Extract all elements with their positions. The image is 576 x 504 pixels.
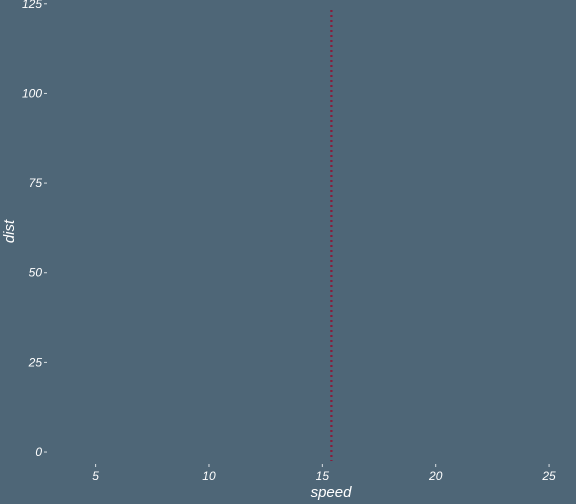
- y-tick-label: 0: [35, 445, 42, 459]
- x-axis: 5 10 15 20 25: [92, 464, 556, 483]
- x-tick-label: 25: [541, 469, 556, 483]
- y-tick-label: 125: [22, 0, 42, 11]
- y-axis-title: dist: [1, 219, 18, 243]
- y-axis: 0 25 50 75 100 125: [22, 0, 47, 459]
- y-tick-label: 25: [28, 355, 43, 369]
- y-tick-label: 50: [29, 266, 43, 280]
- x-axis-title: speed: [311, 484, 353, 501]
- x-tick-label: 10: [202, 469, 216, 483]
- y-tick-label: 100: [22, 86, 42, 100]
- y-tick-label: 75: [29, 176, 43, 190]
- x-tick-label: 20: [428, 469, 443, 483]
- x-tick-label: 15: [316, 469, 330, 483]
- x-tick-label: 5: [92, 469, 99, 483]
